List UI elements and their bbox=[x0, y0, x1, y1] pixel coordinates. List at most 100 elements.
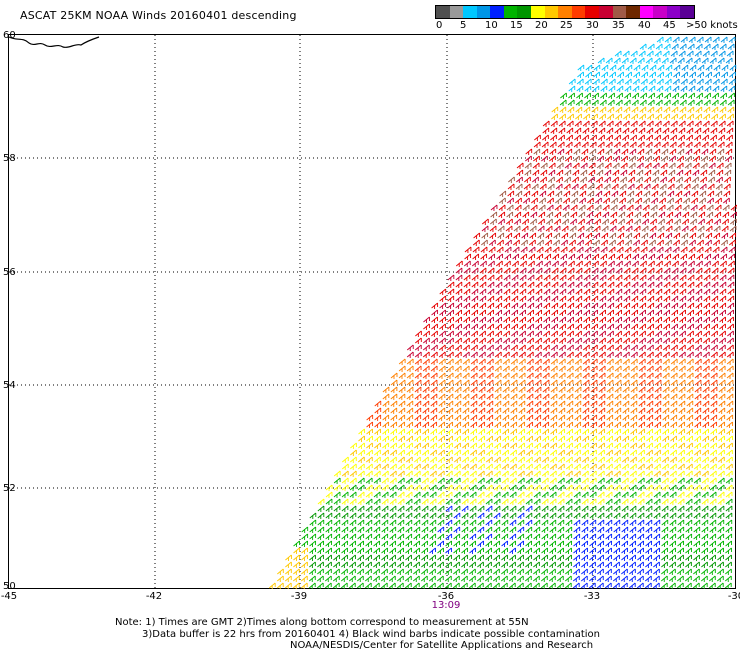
wind-barb bbox=[676, 176, 683, 183]
wind-barb bbox=[728, 246, 736, 253]
wind-barb bbox=[301, 533, 309, 540]
wind-barb bbox=[612, 169, 620, 176]
wind-barb bbox=[565, 568, 572, 575]
wind-barb bbox=[684, 162, 692, 169]
wind-barb bbox=[622, 393, 630, 400]
wind-barb bbox=[558, 120, 566, 127]
wind-barb bbox=[502, 414, 510, 421]
wind-barb bbox=[634, 204, 642, 211]
wind-barb bbox=[398, 393, 406, 400]
wind-barb bbox=[573, 519, 581, 526]
wind-barb bbox=[591, 281, 599, 288]
wind-barb bbox=[461, 498, 469, 505]
wind-barb bbox=[662, 393, 670, 400]
wind-barb bbox=[661, 498, 669, 505]
wind-barb bbox=[535, 337, 542, 344]
wind-barb bbox=[454, 442, 461, 449]
wind-barb bbox=[693, 547, 700, 554]
wind-barb bbox=[583, 323, 590, 330]
wind-barb bbox=[597, 498, 605, 505]
wind-barb bbox=[549, 561, 556, 568]
wind-barb bbox=[566, 393, 574, 400]
wind-barb bbox=[325, 505, 333, 512]
wind-barb bbox=[661, 547, 668, 554]
wind-barb bbox=[717, 568, 724, 575]
wind-barb bbox=[341, 491, 349, 498]
wind-barb bbox=[461, 491, 469, 498]
wind-barb bbox=[525, 547, 532, 554]
wind-barb bbox=[662, 400, 670, 407]
wind-barb bbox=[501, 540, 509, 547]
wind-barb bbox=[413, 554, 420, 561]
wind-barb bbox=[726, 127, 734, 134]
wind-barb bbox=[717, 155, 724, 162]
wind-barb bbox=[726, 400, 734, 407]
wind-barb bbox=[648, 92, 655, 99]
wind-barb bbox=[645, 463, 653, 470]
wind-barb bbox=[374, 421, 382, 428]
wind-barb bbox=[492, 582, 500, 589]
wind-barb bbox=[317, 540, 325, 547]
wind-barb bbox=[598, 428, 605, 435]
wind-barb bbox=[397, 463, 405, 470]
wind-barb bbox=[479, 309, 486, 316]
wind-barb bbox=[438, 386, 446, 393]
wind-barb bbox=[610, 204, 618, 211]
wind-barb bbox=[486, 344, 494, 351]
wind-barb bbox=[693, 491, 701, 498]
wind-barb bbox=[664, 246, 672, 253]
wind-barb bbox=[625, 225, 633, 232]
wind-barb bbox=[471, 281, 479, 288]
wind-barb bbox=[590, 407, 598, 414]
wind-barb bbox=[557, 512, 565, 519]
wind-barb bbox=[661, 533, 669, 540]
wind-barb bbox=[608, 246, 616, 253]
wind-barb bbox=[693, 512, 701, 519]
wind-barb bbox=[589, 155, 596, 162]
wind-barb bbox=[726, 379, 734, 386]
wind-barb bbox=[493, 554, 500, 561]
wind-barb bbox=[648, 246, 656, 253]
wind-barb bbox=[581, 477, 589, 484]
wind-barb bbox=[679, 323, 686, 330]
wind-barb bbox=[422, 351, 430, 358]
wind-barb bbox=[676, 169, 684, 176]
wind-barb bbox=[543, 274, 551, 281]
wind-barb bbox=[464, 253, 472, 260]
wind-barb bbox=[550, 127, 558, 134]
wind-barb bbox=[637, 148, 645, 155]
wind-barb bbox=[566, 442, 573, 449]
wind-barb bbox=[582, 127, 590, 134]
wind-barb bbox=[639, 288, 647, 295]
wind-barb bbox=[724, 176, 731, 183]
wind-barb bbox=[632, 239, 640, 246]
wind-barb bbox=[397, 456, 405, 463]
wind-barb bbox=[357, 568, 364, 575]
wind-barb bbox=[533, 141, 541, 148]
wind-barb bbox=[621, 519, 629, 526]
wind-barb bbox=[422, 435, 429, 442]
wind-barb bbox=[580, 575, 588, 582]
wind-barb bbox=[333, 477, 341, 484]
wind-barb bbox=[684, 575, 692, 582]
wind-barb bbox=[503, 274, 511, 281]
wind-barb bbox=[725, 155, 732, 162]
wind-barb bbox=[589, 533, 597, 540]
wind-barb bbox=[568, 92, 575, 99]
wind-barb bbox=[679, 99, 687, 106]
wind-barb bbox=[389, 568, 396, 575]
wind-barb bbox=[535, 295, 543, 302]
wind-barb bbox=[573, 512, 581, 519]
wind-barb bbox=[463, 295, 471, 302]
wind-barb bbox=[461, 533, 469, 540]
wind-barb bbox=[478, 407, 486, 414]
wind-barb bbox=[719, 267, 727, 274]
wind-barb bbox=[581, 505, 589, 512]
wind-barb bbox=[556, 176, 563, 183]
wind-barb bbox=[639, 323, 646, 330]
wind-barb bbox=[653, 568, 660, 575]
wind-barb bbox=[701, 148, 709, 155]
wind-barb bbox=[607, 309, 614, 316]
wind-barb bbox=[650, 204, 658, 211]
wind-barb bbox=[445, 561, 452, 568]
